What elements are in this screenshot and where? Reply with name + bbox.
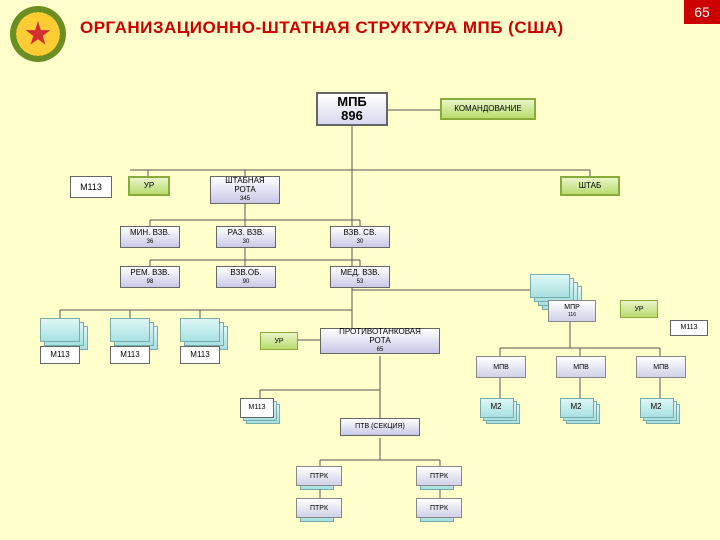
- node-hq-company: ШТАБНАЯ РОТА 345: [210, 176, 280, 204]
- node-min-vzv-label: МИН. ВЗВ.: [130, 229, 170, 238]
- node-rem-vzv-label: РЕМ. ВЗВ.: [130, 269, 169, 278]
- node-root-label: МПБ: [337, 95, 367, 109]
- node-command: КОМАНДОВАНИЕ: [440, 98, 536, 120]
- node-vzv-ob-count: 90: [243, 279, 250, 286]
- node-ur1-label: УР: [144, 182, 154, 191]
- vehicle-m113-1: М113: [70, 176, 112, 198]
- node-hq: ШТАБ: [560, 176, 620, 196]
- node-hq-label: ШТАБ: [579, 182, 602, 191]
- node-mpr-label: МПР: [564, 304, 580, 311]
- node-mpv-1: МПВ: [476, 356, 526, 378]
- node-ptrk-1: ПТРК: [296, 466, 342, 486]
- node-pt-rota-count: 65: [377, 347, 384, 354]
- vehicle-m113-s1: М113: [40, 346, 80, 364]
- node-command-label: КОМАНДОВАНИЕ: [454, 105, 521, 114]
- node-mpv-3: МПВ: [636, 356, 686, 378]
- node-med-vzv: МЕД. ВЗВ. 53: [330, 266, 390, 288]
- node-ur2-label: УР: [634, 306, 643, 313]
- node-ur2: УР: [620, 300, 658, 318]
- node-vzv-sv-label: ВЗВ. СВ.: [343, 229, 376, 238]
- node-hq-company-count: 345: [240, 196, 250, 203]
- node-med-vzv-label: МЕД. ВЗВ.: [340, 269, 379, 278]
- node-raz-vzv-count: 30: [243, 239, 250, 246]
- m2-label-1: М2: [480, 398, 512, 416]
- node-pt-rota: ПРОТИВОТАНКОВАЯ РОТА 65: [320, 328, 440, 354]
- m2-label-2: М2: [560, 398, 592, 416]
- node-ur-pt: УР: [260, 332, 298, 350]
- node-ptrk-2: ПТРК: [416, 466, 462, 486]
- page-number-badge: 65: [684, 0, 720, 24]
- node-ptrk-4: ПТРК: [416, 498, 462, 518]
- node-mpr: МПР 116: [548, 300, 596, 322]
- vehicle-m113-ptv: М113: [240, 398, 274, 418]
- node-raz-vzv-label: РАЗ. ВЗВ.: [228, 229, 265, 238]
- node-root: МПБ 896: [316, 92, 388, 126]
- node-hq-company-label2: РОТА: [234, 186, 255, 195]
- node-ur-pt-label: УР: [274, 338, 283, 345]
- node-mpv-2: МПВ: [556, 356, 606, 378]
- node-mpr-count: 116: [568, 312, 576, 318]
- vehicle-m113-ur2: М113: [670, 320, 708, 336]
- node-ptrk-3: ПТРК: [296, 498, 342, 518]
- m2-label-3: М2: [640, 398, 672, 416]
- page-background: 65 ОРГАНИЗАЦИОННО-ШТАТНАЯ СТРУКТУРА МПБ …: [0, 0, 720, 540]
- node-rem-vzv: РЕМ. ВЗВ. 98: [120, 266, 180, 288]
- emblem-icon: [10, 6, 66, 62]
- node-min-vzv-count: 36: [147, 239, 154, 246]
- node-vzv-sv: ВЗВ. СВ. 30: [330, 226, 390, 248]
- node-vzv-sv-count: 30: [357, 239, 364, 246]
- node-root-count: 896: [341, 109, 363, 123]
- page-title: ОРГАНИЗАЦИОННО-ШТАТНАЯ СТРУКТУРА МПБ (СШ…: [80, 18, 564, 38]
- node-ur1: УР: [128, 176, 170, 196]
- node-med-vzv-count: 53: [357, 279, 364, 286]
- node-vzv-ob-label: ВЗВ.ОБ.: [230, 269, 261, 278]
- node-pt-rota-label2: РОТА: [369, 337, 390, 346]
- node-vzv-ob: ВЗВ.ОБ. 90: [216, 266, 276, 288]
- vehicle-m113-s2: М113: [110, 346, 150, 364]
- vehicle-m113-s3: М113: [180, 346, 220, 364]
- node-ptv: ПТВ (СЕКЦИЯ): [340, 418, 420, 436]
- node-ptv-label: ПТВ (СЕКЦИЯ): [355, 423, 405, 431]
- node-rem-vzv-count: 98: [147, 279, 154, 286]
- node-min-vzv: МИН. ВЗВ. 36: [120, 226, 180, 248]
- node-raz-vzv: РАЗ. ВЗВ. 30: [216, 226, 276, 248]
